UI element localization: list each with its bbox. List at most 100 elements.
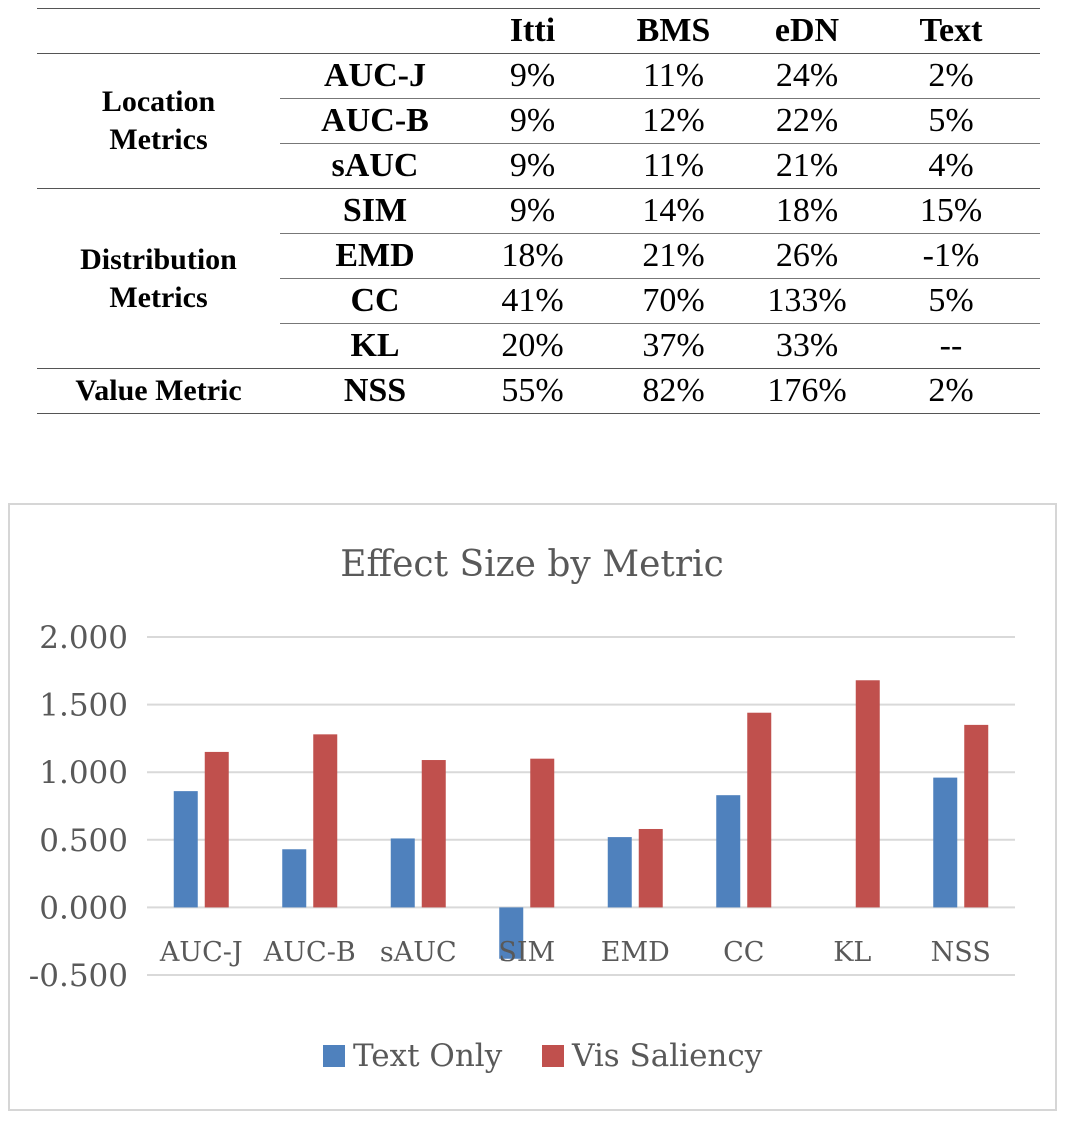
chart-panel: Effect Size by Metric 2.000 1.500 1.000 0.5… <box>8 503 1057 1111</box>
y-tick-label: 0.000 <box>39 890 128 926</box>
table-row: Distribution Metrics SIM 9% 14% 18% 15% <box>37 188 1040 369</box>
cell-edn: 133% <box>752 278 862 324</box>
legend-swatch <box>323 1045 345 1067</box>
cell-bms: 21% <box>595 233 752 279</box>
bar-text-only <box>933 777 958 908</box>
cell-itti: 9% <box>470 188 595 234</box>
cell-bms: 70% <box>595 278 752 324</box>
header-text: Text <box>862 8 1040 54</box>
bar-text-only <box>499 907 524 959</box>
cell-itti: 9% <box>470 98 595 144</box>
bar-vis-saliency <box>204 751 229 908</box>
x-category-label: sAUC <box>380 937 457 968</box>
group-value: Value Metric <box>37 368 280 414</box>
y-tick-label: -0.500 <box>29 958 128 994</box>
header-bms: BMS <box>595 8 752 54</box>
y-axis-ticks: 2.000 1.500 1.000 0.500 0.000 -0.500 <box>29 620 128 994</box>
legend-label: Vis Saliency <box>571 1038 763 1074</box>
cell-text: 15% <box>862 188 1040 234</box>
bar-vis-saliency <box>313 734 338 908</box>
bar-vis-saliency <box>530 758 555 908</box>
cell-edn: 18% <box>752 188 862 234</box>
bar-text-only <box>390 838 415 908</box>
header-itti: Itti <box>470 8 595 54</box>
table-row: KL 20% 37% 33% -- <box>37 323 1040 369</box>
y-tick-label: 2.000 <box>39 620 128 656</box>
x-category-label: NSS <box>931 937 991 968</box>
cell-edn: 33% <box>752 323 862 369</box>
y-tick-label: 1.500 <box>39 688 128 724</box>
cell-itti: 20% <box>470 323 595 369</box>
header-group <box>37 8 280 54</box>
cell-edn: 24% <box>752 53 862 99</box>
cell-edn: 22% <box>752 98 862 144</box>
cell-edn: 176% <box>752 368 862 414</box>
metric-name: KL <box>280 323 470 369</box>
bar-vis-saliency <box>638 828 663 908</box>
x-category-label: SIM <box>498 937 555 968</box>
bar-text-only <box>173 791 198 908</box>
group-location: Location Metrics <box>37 53 280 189</box>
metrics-table: Itti BMS eDN Text Location Metrics AUC-J… <box>37 8 1040 414</box>
cell-itti: 55% <box>470 368 595 414</box>
group-label: Distribution <box>80 242 237 276</box>
metric-name: AUC-B <box>280 98 470 144</box>
bar-vis-saliency <box>747 712 772 908</box>
bar-text-only <box>607 837 632 908</box>
header-metric <box>280 8 470 54</box>
cell-text: 2% <box>862 368 1040 414</box>
header-edn: eDN <box>752 8 862 54</box>
table-row: sAUC 9% 11% 21% 4% <box>37 143 1040 189</box>
x-category-label: KL <box>833 937 871 968</box>
cell-edn: 21% <box>752 143 862 189</box>
x-axis-categories: AUC-J AUC-B sAUC SIM EMD CC KL NSS <box>159 937 991 968</box>
gridlines <box>147 636 1015 976</box>
legend-swatch <box>542 1045 564 1067</box>
metric-name: AUC-J <box>280 53 470 99</box>
table-header-row: Itti BMS eDN Text <box>37 8 1040 54</box>
cell-itti: 9% <box>470 143 595 189</box>
group-label: Metrics <box>109 123 208 156</box>
bar-vis-saliency <box>964 724 989 908</box>
x-category-label: AUC-B <box>263 937 356 968</box>
cell-text: 2% <box>862 53 1040 99</box>
cell-bms: 11% <box>595 143 752 189</box>
x-category-label: EMD <box>601 937 670 968</box>
metric-name: CC <box>280 278 470 324</box>
bar-vis-saliency <box>421 760 446 908</box>
cell-bms: 12% <box>595 98 752 144</box>
legend-label: Text Only <box>353 1038 503 1074</box>
x-category-label: CC <box>723 937 764 968</box>
metric-name: EMD <box>280 233 470 279</box>
bar-text-only <box>716 795 741 908</box>
table-row: EMD 18% 21% 26% -1% <box>37 233 1040 279</box>
cell-text: 5% <box>862 278 1040 324</box>
cell-itti: 18% <box>470 233 595 279</box>
table-row: Value Metric NSS 55% 82% 176% 2% <box>37 368 1040 414</box>
group-distribution: Distribution Metrics <box>37 188 280 369</box>
cell-itti: 9% <box>470 53 595 99</box>
legend: Text Only Vis Saliency <box>323 1038 763 1074</box>
y-tick-label: 1.000 <box>39 755 128 791</box>
table-row: Location Metrics AUC-J 9% 11% 24% 2% <box>37 53 1040 189</box>
chart-title: Effect Size by Metric <box>340 544 723 585</box>
cell-bms: 37% <box>595 323 752 369</box>
cell-text: -- <box>862 323 1040 369</box>
x-category-label: AUC-J <box>159 937 243 968</box>
effect-size-chart: Effect Size by Metric 2.000 1.500 1.000 0.5… <box>29 544 1015 1074</box>
cell-edn: 26% <box>752 233 862 279</box>
group-label: Location <box>101 85 216 118</box>
cell-text: -1% <box>862 233 1040 279</box>
metric-name: SIM <box>280 188 470 234</box>
cell-itti: 41% <box>470 278 595 324</box>
cell-bms: 11% <box>595 53 752 99</box>
metric-name: NSS <box>280 368 470 414</box>
cell-text: 5% <box>862 98 1040 144</box>
table-row: AUC-B 9% 12% 22% 5% <box>37 98 1040 144</box>
metric-name: sAUC <box>280 143 470 189</box>
table-row: CC 41% 70% 133% 5% <box>37 278 1040 324</box>
cell-text: 4% <box>862 143 1040 189</box>
cell-bms: 82% <box>595 368 752 414</box>
bar-vis-saliency <box>855 680 880 908</box>
cell-bms: 14% <box>595 188 752 234</box>
